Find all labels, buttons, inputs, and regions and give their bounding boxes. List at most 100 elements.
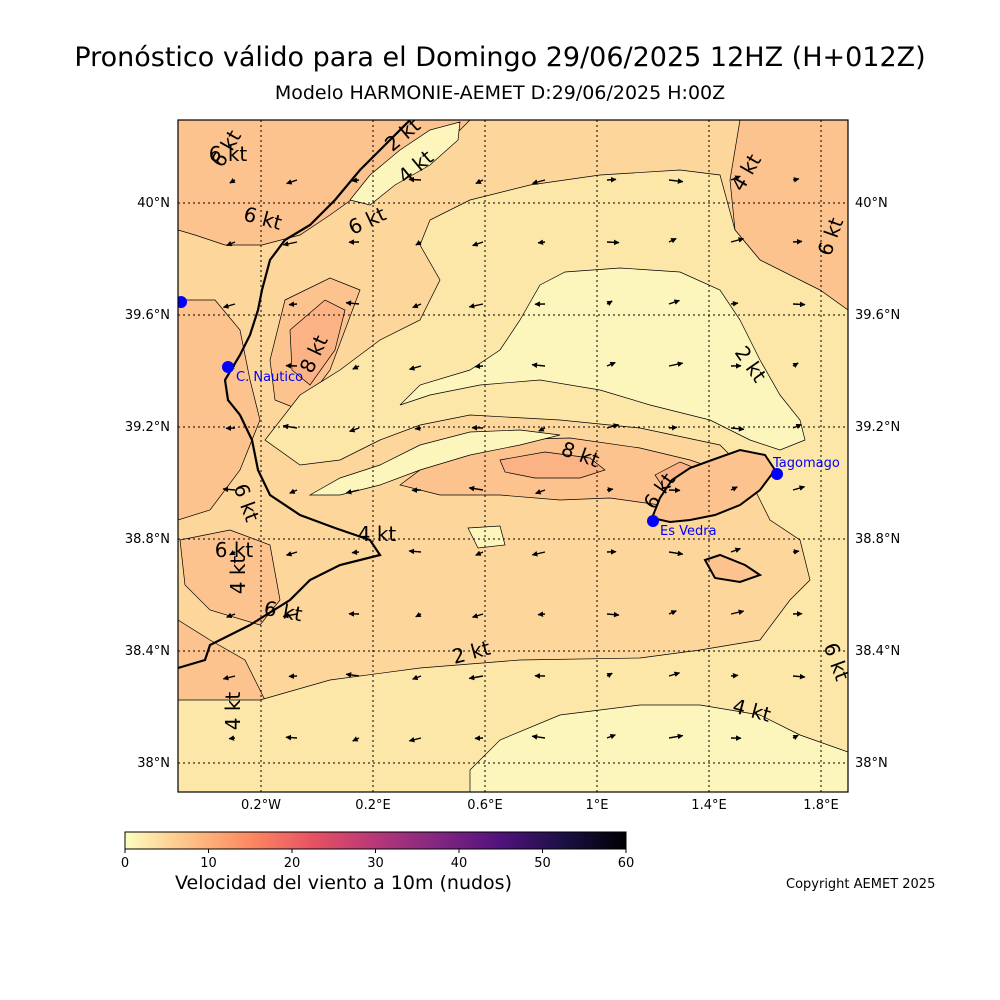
colorbar-tick-label: 60 [618,856,635,871]
wind-arrow [349,427,360,433]
lon-tick-label: 1.8°E [803,798,838,813]
wind-arrow [606,672,613,679]
lon-labels: 0.2°W 0.2°E 0.6°E 1°E 1.4°E 1.8°E [241,798,839,813]
wind-arrow [730,673,739,679]
wind-arrow [730,609,745,615]
wind-arrow [286,179,298,185]
wind-arrow [415,611,422,618]
ibiza-island [650,448,777,584]
wind-arrow [352,364,360,370]
wind-arrow [668,550,684,557]
wind-arrow [792,423,802,430]
wind-arrow [222,486,236,493]
wind-arrow [668,671,681,677]
wind-arrow [855,673,862,676]
wind-arrow [226,240,236,247]
wind-arrow [606,361,616,368]
lat-tick-label: 39.2°N [125,420,170,435]
stations: C. Nautico Tagomago Es Vedra [178,296,840,539]
wind-arrow [415,800,421,801]
station-label: Tagomago [772,456,840,471]
wind-arrow [531,734,546,740]
lat-labels-left: 40°N 39.6°N 39.2°N 38.8°N 38.4°N 38°N [125,196,170,771]
wind-arrow [408,365,422,371]
wind-arrow [475,178,484,185]
wind-arrow [345,300,360,306]
lat-tick-label: 39.6°N [125,308,170,323]
coastline [178,120,411,670]
lat-tick-label: 38.8°N [125,532,170,547]
wind-arrow [415,240,422,246]
wind-arrow [412,302,422,309]
wind-arrow [474,363,484,370]
wind-arrow [792,549,800,555]
wind-arrow [282,612,298,619]
wind-arrow [468,303,484,309]
colorbar-tick-label: 30 [367,856,384,871]
lat-tick-label: 38.8°N [855,532,900,547]
wind-arrow [285,734,298,741]
wind-arrow [537,611,546,617]
wind-arrow [792,734,799,741]
wind-arrow [730,547,741,553]
lat-tick-label: 38°N [855,756,888,771]
colorbar [124,831,627,850]
wind-arrow [345,489,360,495]
wind-arrow [408,548,422,555]
wind-arrow [228,735,236,741]
wind-arrow [792,485,806,491]
wind-arrow [855,798,869,800]
wind-arrow [222,303,236,309]
lat-tick-label: 39.6°N [855,308,900,323]
lat-tick-label: 40°N [855,196,888,211]
colorbar-tick-label: 50 [534,856,551,871]
wind-arrow [412,674,422,681]
station-marker [222,361,234,373]
wind-arrow [606,487,614,493]
wind-arrow [855,735,866,738]
lon-tick-label: 0.6°E [467,798,502,813]
wind-arrow [345,672,360,678]
wind-arrow [855,300,862,304]
map-area: 6 kt 2 kt4 kt6 kt 6 kt4 kt6 kt8 kt 2 kt8 kt… [178,120,869,807]
wind-arrow [468,674,484,681]
wind-arrow [285,551,298,557]
lat-tick-label: 38.4°N [125,644,170,659]
wind-arrow [351,549,360,555]
wind-arrow [471,613,484,619]
wind-arrow [792,673,806,680]
wind-arrow [855,489,863,490]
wind-arrow [408,176,422,183]
station-label: Es Vedra [660,524,717,539]
wind-arrow [472,241,484,247]
wind-arrow [538,426,546,432]
wind-arrow [668,178,684,184]
wind-arrow [606,423,620,429]
wind-arrow [531,551,546,557]
lon-tick-label: 0.2°W [241,798,281,813]
lat-tick-label: 38.4°N [855,644,900,659]
wind-arrow [408,736,422,743]
wind-arrow [285,800,297,807]
wind-arrow [352,736,360,742]
wind-arrow [539,800,545,803]
colorbar-tick-label: 20 [284,856,301,871]
wind-arrow [282,241,298,247]
wind-arrow [468,485,484,492]
colorbar-tick-label: 40 [451,856,468,871]
wind-arrow [289,488,298,494]
contour-label: 4 kt [358,522,397,546]
contour-label: 4 kt [221,692,245,731]
wind-arrow [606,733,616,740]
contour-label: 6 kt [209,142,248,166]
wind-arrow [731,800,744,802]
wind-arrow [793,797,801,800]
wind-arrow [668,610,677,616]
map-frame [177,119,849,793]
wind-arrow [668,733,684,740]
contour-label: 6 kt [215,538,254,562]
wind-arrow [730,426,745,432]
lat-tick-label: 38°N [137,756,170,771]
wind-arrow [792,177,800,183]
map-subtitle: Modelo HARMONIE-AEMET D:29/06/2025 H:00Z [274,82,726,104]
